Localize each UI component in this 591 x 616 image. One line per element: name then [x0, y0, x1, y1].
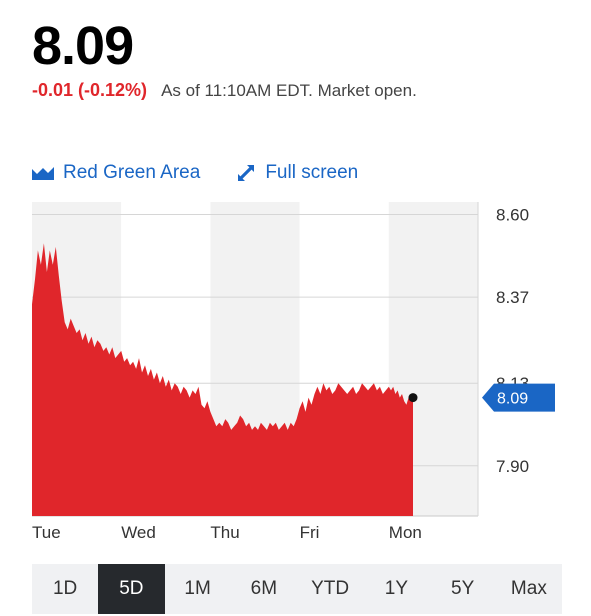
range-1y-button[interactable]: 1Y: [384, 578, 408, 599]
y-tick-label: 8.60: [496, 206, 529, 225]
y-tick-label: 8.37: [496, 288, 529, 307]
range-5y-button[interactable]: 5Y: [451, 578, 475, 599]
price-change-row: -0.01 (-0.12%) As of 11:10AM EDT. Market …: [32, 78, 417, 103]
x-tick-label: Fri: [300, 523, 320, 542]
range-selector: 1D 5D 1M 6M YTD 1Y 5Y Max: [32, 564, 562, 614]
range-6m-button[interactable]: 6M: [250, 578, 278, 599]
x-tick-label: Tue: [32, 523, 61, 542]
x-tick-label: Mon: [389, 523, 422, 542]
x-tick-label: Thu: [210, 523, 239, 542]
x-tick-label: Wed: [121, 523, 156, 542]
fullscreen-button[interactable]: Full screen: [236, 162, 358, 184]
y-tick-label: 7.90: [496, 457, 529, 476]
last-price-badge: [482, 383, 555, 412]
range-1d-button[interactable]: 1D: [52, 578, 78, 599]
chart-toolbar: Red Green Area Full screen: [32, 160, 394, 186]
range-max-button[interactable]: Max: [510, 578, 547, 599]
range-ytd-button[interactable]: YTD: [311, 578, 350, 599]
current-price: 8.09: [32, 16, 134, 76]
chart-style-label: Red Green Area: [63, 162, 201, 183]
last-price-label: 8.09: [497, 391, 528, 408]
expand-icon: [238, 165, 255, 181]
price-area: [32, 243, 413, 517]
range-1m-button[interactable]: 1M: [184, 578, 211, 599]
fullscreen-label: Full screen: [265, 162, 359, 183]
area-chart-icon: [32, 167, 54, 180]
price-change: -0.01 (-0.12%): [32, 80, 148, 100]
range-5d-button[interactable]: 5D: [98, 564, 165, 614]
last-price-dot: [408, 393, 418, 403]
chart-style-button[interactable]: Red Green Area: [32, 162, 200, 184]
as-of-timestamp: As of 11:10AM EDT. Market open.: [161, 81, 417, 100]
